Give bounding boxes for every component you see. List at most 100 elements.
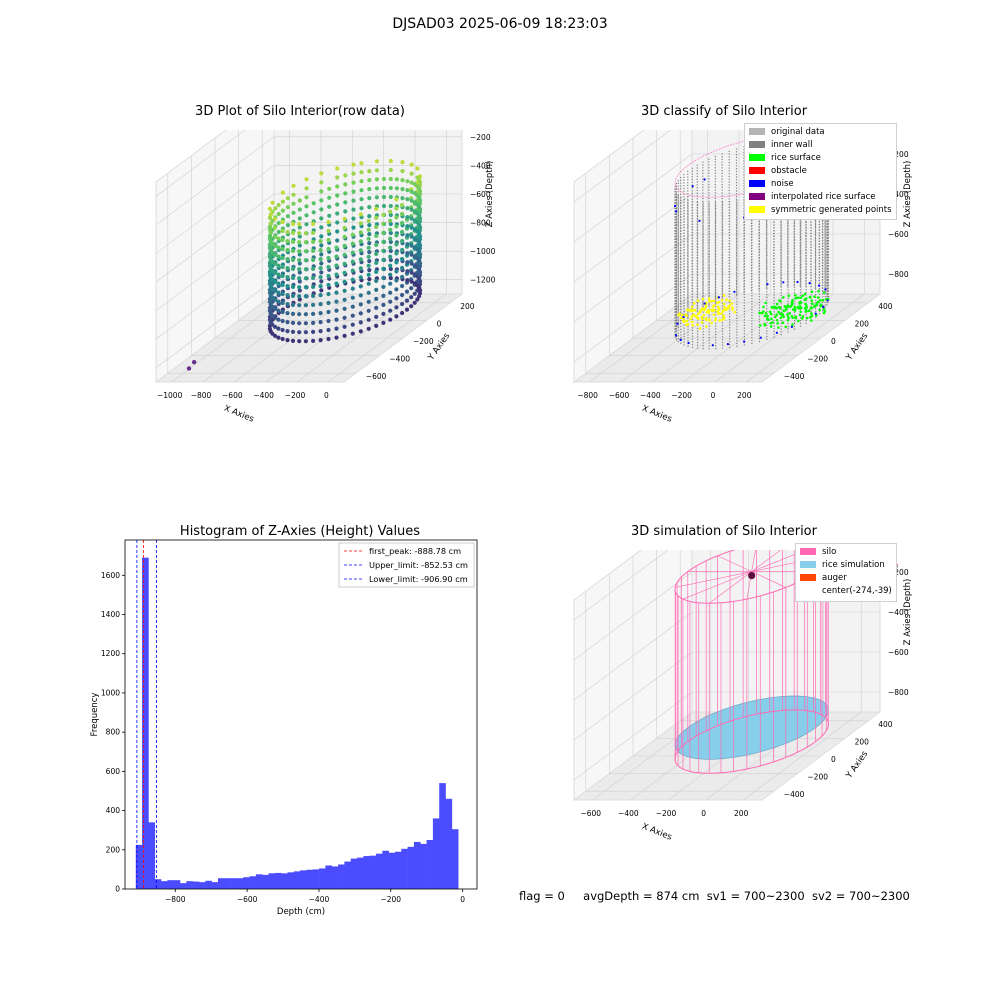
y-axis-label: Y Axies — [426, 331, 453, 363]
rice-surface-point — [784, 325, 787, 329]
point — [335, 193, 340, 198]
y-tick-label: −200 — [807, 355, 828, 364]
rice-surface-point — [777, 310, 780, 314]
point — [268, 212, 273, 217]
point — [404, 289, 410, 294]
grid-line — [573, 233, 693, 323]
rice-surface-point — [762, 305, 765, 309]
y-tick-label: −400 — [784, 790, 805, 799]
point — [285, 275, 290, 280]
point — [394, 177, 399, 182]
point — [400, 220, 405, 226]
point — [327, 186, 332, 191]
point — [297, 330, 302, 335]
point — [297, 285, 302, 290]
legend-entry: noise — [749, 179, 794, 189]
legend-swatch — [749, 180, 765, 187]
point — [335, 220, 340, 225]
symmetric-point — [680, 313, 684, 317]
y-tick-label: 0 — [831, 337, 836, 346]
simulation-legend: silo rice simulation auger center(-274,-39) — [795, 543, 897, 602]
histogram-bar — [192, 881, 200, 889]
y-tick-label: 400 — [106, 806, 121, 815]
point — [366, 272, 371, 277]
symmetric-point — [722, 314, 725, 318]
point — [358, 275, 363, 280]
y-tick-label: 0 — [437, 319, 442, 328]
point — [388, 176, 393, 182]
rice-surface-point — [816, 296, 820, 299]
rice-surface-point — [780, 312, 784, 315]
histogram-bar — [173, 880, 181, 889]
legend-label: first_peak: -888.78 cm — [369, 546, 461, 556]
silo-roof-line — [751, 571, 786, 588]
point — [342, 243, 347, 248]
legend-swatch — [749, 167, 765, 174]
histogram-bar — [382, 850, 389, 889]
noise-point — [703, 302, 706, 305]
noise-point — [679, 338, 682, 341]
symmetric-point — [710, 321, 713, 325]
point — [409, 189, 414, 194]
point — [326, 237, 331, 243]
z-tick-label: −600 — [470, 190, 491, 199]
point — [374, 206, 379, 211]
point — [297, 249, 302, 254]
point — [343, 200, 348, 205]
point — [290, 320, 296, 325]
point — [318, 293, 323, 298]
point — [388, 290, 393, 295]
rice-surface-point — [822, 307, 826, 311]
histogram-bar — [445, 798, 453, 889]
point — [291, 183, 296, 188]
rice-surface-point — [776, 322, 779, 325]
rice-surface-point — [798, 313, 802, 317]
point — [394, 296, 399, 301]
point — [350, 250, 355, 255]
classify-3d-plot: −800−600−400−2000200−400−20002004000−200… — [572, 130, 913, 425]
y-tick-label: −200 — [413, 337, 434, 346]
point — [359, 179, 364, 184]
point — [374, 186, 379, 191]
point — [280, 246, 285, 252]
point — [367, 223, 372, 228]
point — [303, 231, 308, 236]
x-tick-label: −400 — [253, 391, 274, 400]
point — [318, 311, 323, 316]
x-tick-label: −1000 — [157, 391, 183, 400]
noise-point — [717, 296, 720, 299]
x-tick-label: −600 — [222, 391, 243, 400]
point — [405, 278, 410, 283]
legend-label: noise — [771, 179, 794, 189]
point — [394, 215, 399, 220]
point — [394, 242, 399, 247]
point — [290, 275, 296, 280]
point — [304, 186, 309, 191]
point — [285, 302, 290, 307]
point — [400, 301, 405, 307]
point — [400, 292, 405, 298]
point — [272, 288, 278, 293]
point — [405, 206, 410, 211]
rice-surface-point — [799, 296, 803, 299]
z-axis-label: Z Axies (Depth) — [903, 579, 913, 646]
point — [326, 273, 331, 279]
point — [267, 224, 272, 229]
point — [303, 285, 308, 290]
rice-surface-point — [764, 301, 767, 305]
silo-roof-line — [709, 571, 752, 604]
plot-frame — [124, 539, 478, 890]
point — [409, 207, 414, 212]
z-axis-label: Z Axies (Depth) — [903, 161, 913, 228]
point — [280, 291, 285, 297]
point — [412, 245, 418, 250]
point — [276, 272, 281, 277]
grid-line — [155, 130, 246, 197]
grid-line — [155, 279, 275, 368]
point — [285, 266, 290, 271]
point — [388, 245, 393, 250]
rice-surface-point — [803, 292, 807, 296]
point — [381, 266, 386, 271]
histogram-bar — [331, 866, 339, 889]
point — [394, 224, 399, 229]
